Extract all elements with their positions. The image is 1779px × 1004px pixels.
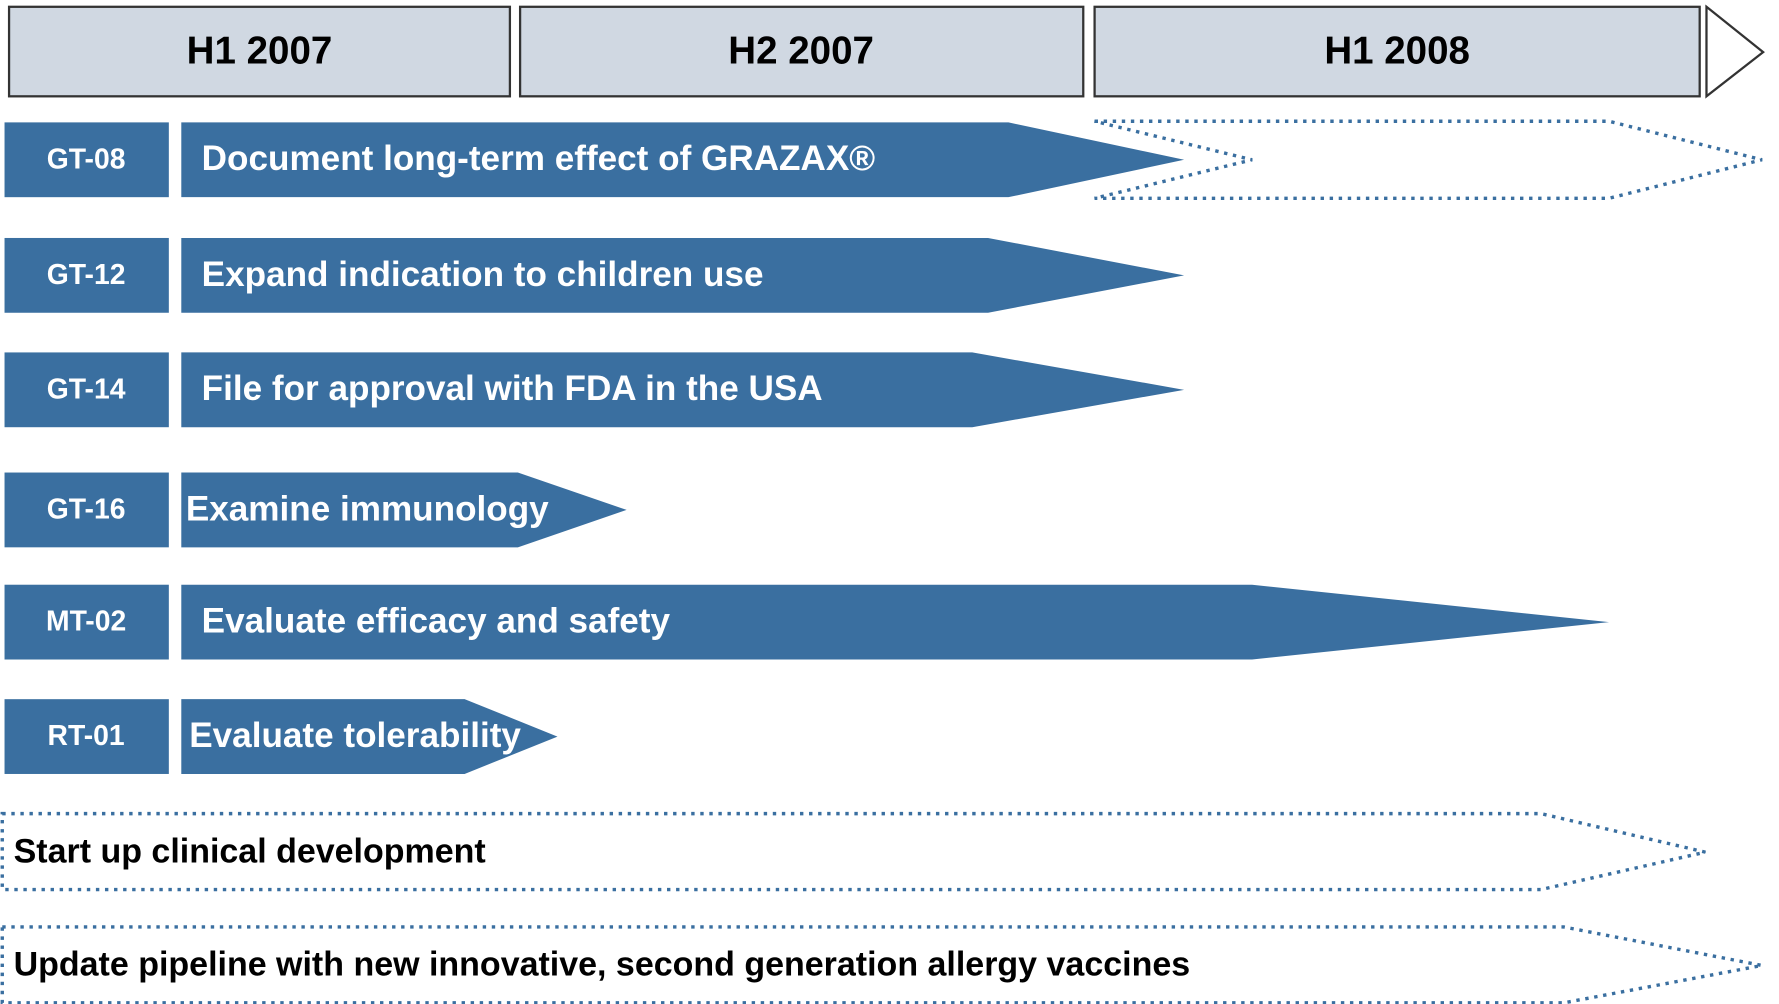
task-arrow	[181, 699, 558, 774]
task-code: RT-01	[48, 720, 125, 752]
task-label: Document long-term effect of GRAZAX®	[202, 139, 876, 178]
goal-label: Update pipeline with new innovative, sec…	[14, 946, 1191, 984]
rows: GT-08 Document long-term effect of GRAZAX…	[4, 122, 1610, 774]
task-arrow	[181, 472, 627, 548]
task-code: GT-16	[47, 494, 126, 526]
period-label: H2 2007	[728, 29, 874, 72]
period-box	[518, 5, 1085, 98]
code-box	[4, 122, 169, 198]
task-code: MT-02	[46, 606, 126, 638]
period-box	[1093, 5, 1701, 98]
goal-label: Start up clinical development	[14, 832, 486, 870]
code-box	[4, 352, 169, 428]
code-box	[4, 699, 169, 774]
period-box	[7, 5, 512, 98]
header: H1 2007 H2 2007 H1 2008	[7, 4, 1765, 99]
period-label: H1 2007	[187, 29, 333, 72]
task-label: Evaluate efficacy and safety	[202, 602, 671, 641]
code-box	[4, 472, 169, 548]
task-label: Evaluate tolerability	[189, 716, 521, 755]
task-arrow	[181, 237, 1185, 313]
dotted-extension	[1094, 119, 1763, 201]
task-code: GT-08	[47, 143, 126, 175]
period-label: H1 2008	[1324, 29, 1470, 72]
code-box	[4, 584, 169, 660]
task-arrow	[181, 122, 1185, 198]
task-arrow	[181, 584, 1610, 660]
task-arrow	[181, 352, 1185, 428]
goal-arrow	[0, 811, 1706, 892]
task-code: GT-12	[47, 259, 126, 291]
task-code: GT-14	[47, 373, 126, 405]
task-label: Examine immunology	[186, 489, 549, 528]
header-arrow	[1705, 4, 1765, 99]
task-label: File for approval with FDA in the USA	[202, 369, 823, 408]
code-box	[4, 237, 169, 313]
task-label: Expand indication to children use	[202, 255, 764, 294]
